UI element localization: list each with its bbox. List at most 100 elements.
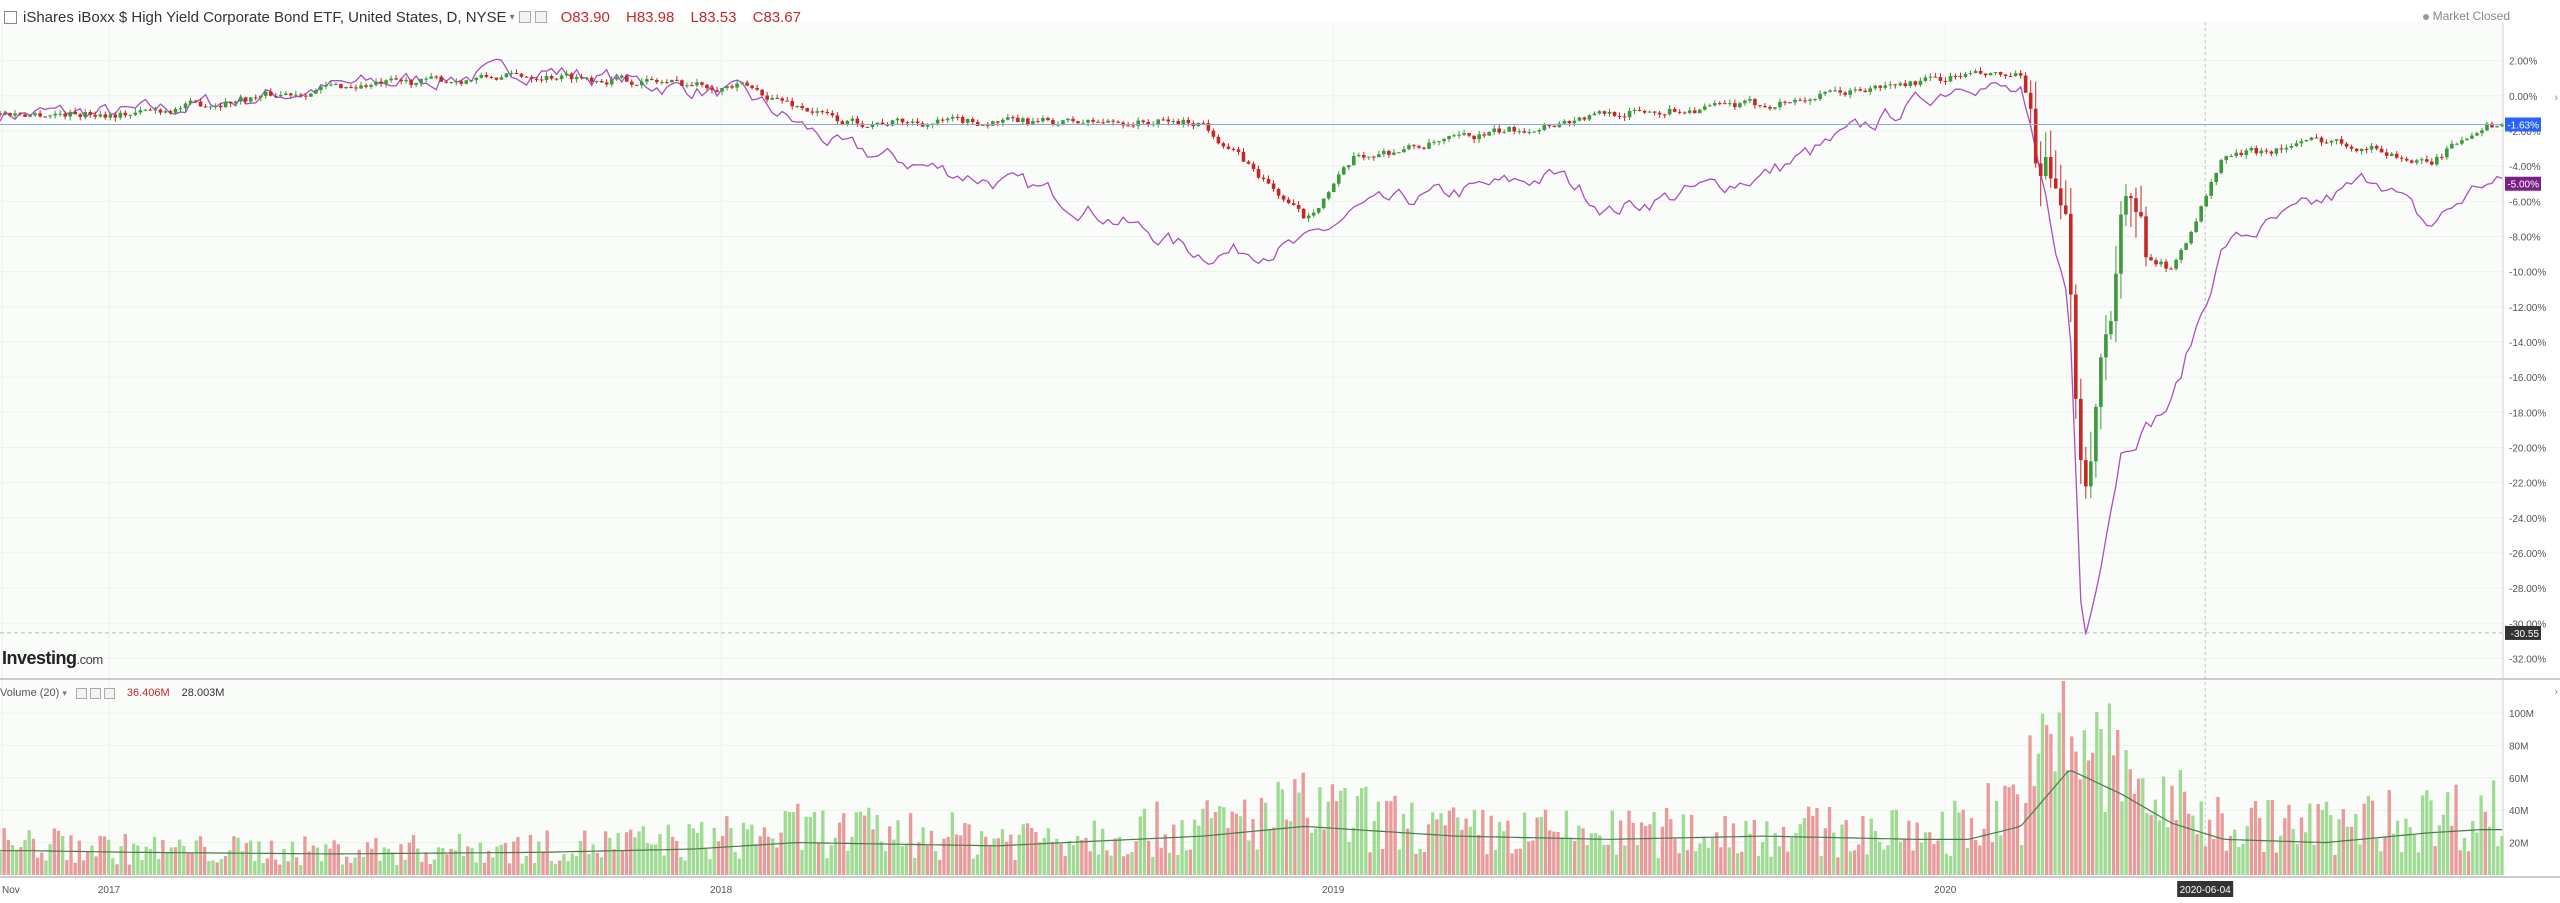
volume-bar — [1489, 815, 1493, 875]
volume-bar — [942, 838, 946, 875]
candle-body — [2254, 147, 2259, 154]
volume-bar — [1898, 841, 1903, 875]
candle-body — [384, 80, 388, 84]
volume-bar — [186, 852, 190, 875]
candle-body — [865, 126, 870, 128]
chevron-down-icon[interactable]: ▾ — [509, 11, 515, 23]
volume-bar — [2187, 813, 2191, 875]
candle-body — [1913, 81, 1918, 85]
candle-body — [2028, 92, 2033, 109]
candle-body — [1512, 127, 1517, 132]
scale-chevron-icon[interactable]: › — [2554, 92, 2558, 104]
volume-bar — [2287, 804, 2291, 875]
candle-body — [1166, 119, 1171, 122]
volume-chevron-icon[interactable]: ▾ — [62, 687, 67, 698]
volume-bar — [1134, 841, 1138, 875]
volume-bar — [2312, 844, 2316, 875]
candle-body — [2455, 143, 2459, 145]
volume-bar — [612, 849, 616, 875]
volume-bar — [737, 858, 741, 875]
candle-body — [670, 79, 674, 83]
volume-bar — [2475, 832, 2479, 875]
volume-bar — [2082, 730, 2086, 875]
volume-bar — [1915, 822, 1919, 875]
candle-body — [765, 95, 769, 100]
volume-scale-chevron-icon[interactable]: › — [2554, 686, 2558, 698]
candle-body — [263, 91, 268, 96]
candle-body — [740, 82, 744, 84]
volume-bar — [1765, 821, 1769, 875]
ohlc-values: O83.90 H83.98 L83.53 C83.67 — [561, 9, 813, 26]
volume-bar — [1017, 834, 1021, 875]
volume-bar — [996, 838, 1000, 875]
candle-body — [1146, 122, 1151, 125]
volume-bar — [570, 853, 574, 875]
volume-settings-icon[interactable] — [89, 687, 101, 699]
volume-bar — [299, 865, 303, 875]
candle-body — [1246, 161, 1251, 164]
candle-body — [409, 79, 413, 85]
volume-bar — [933, 851, 938, 875]
volume-bar — [290, 841, 295, 875]
volume-bar — [1953, 800, 1957, 875]
candle-body — [1828, 90, 1832, 92]
candle-body — [2430, 161, 2434, 165]
candle-body — [1677, 111, 1682, 113]
candle-body — [1682, 112, 1687, 114]
candle-body — [1803, 100, 1807, 102]
candle-body — [223, 101, 228, 108]
volume-bar — [883, 851, 888, 875]
open-value: O83.90 — [560, 8, 610, 26]
volume-bar — [1372, 821, 1376, 875]
price-tick-label: -22.00% — [2509, 479, 2546, 490]
volume-bar — [1410, 802, 1414, 875]
candle-body — [429, 76, 434, 79]
volume-bar — [2141, 778, 2145, 875]
candle-body — [750, 85, 754, 88]
candle-body — [1953, 76, 1958, 78]
candle-body — [1833, 90, 1837, 92]
volume-bar — [1096, 854, 1101, 875]
volume-bar — [1740, 851, 1744, 875]
candle-body — [1652, 111, 1657, 113]
volume-visibility-icon[interactable] — [75, 687, 87, 699]
symbol-title[interactable]: iShares iBoxx $ High Yield Corporate Bon… — [23, 8, 507, 26]
volume-bar — [31, 838, 36, 875]
settings-icon[interactable] — [518, 11, 531, 23]
volume-bar — [1401, 813, 1406, 875]
volume-bar — [2074, 751, 2078, 875]
volume-close-icon[interactable] — [103, 687, 115, 699]
volume-bar — [1451, 807, 1456, 875]
volume-bar — [1268, 828, 1272, 875]
close-icon[interactable] — [534, 11, 547, 23]
volume-bar — [1886, 845, 1890, 875]
volume-bar — [2233, 829, 2237, 875]
volume-bar — [867, 807, 871, 875]
candle-body — [1016, 117, 1020, 122]
volume-bar — [1539, 816, 1543, 875]
candle-body — [1407, 145, 1411, 150]
candle-body — [1091, 119, 1095, 122]
volume-bar — [1330, 784, 1335, 875]
candle-body — [369, 84, 373, 87]
volume-bar — [1263, 802, 1268, 875]
market-status: Market Closed — [2422, 9, 2510, 23]
collapse-icon[interactable] — [4, 10, 17, 24]
volume-bar — [616, 833, 620, 875]
volume-bar — [796, 803, 800, 875]
volume-ma-line — [0, 770, 2502, 855]
close-value: C83.67 — [752, 8, 801, 26]
candle-body — [299, 94, 303, 96]
volume-bar — [1485, 854, 1489, 875]
volume-bar — [879, 841, 884, 875]
volume-bar — [2011, 784, 2015, 875]
volume-bar — [1694, 851, 1698, 875]
candle-body — [2013, 73, 2018, 76]
candle-body — [2068, 213, 2073, 295]
volume-label[interactable]: Volume (20) — [0, 687, 60, 699]
candle-body — [2104, 334, 2108, 358]
candle-body — [2304, 139, 2309, 142]
volume-bar — [900, 846, 904, 875]
volume-bar — [2487, 826, 2492, 875]
